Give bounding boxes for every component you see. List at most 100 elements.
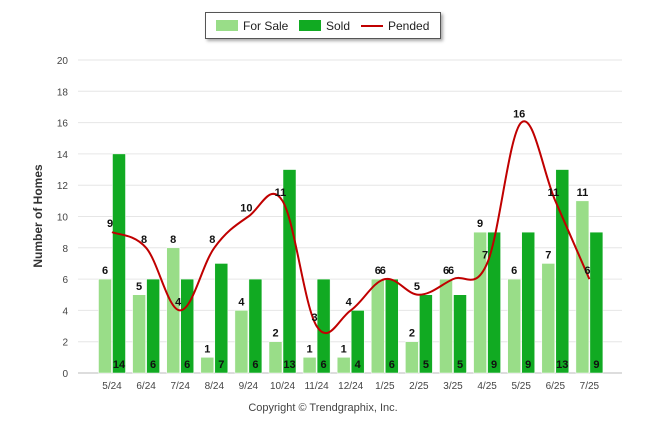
data-label-for-sale: 2: [272, 328, 278, 340]
legend-item-pended[interactable]: Pended: [361, 19, 429, 33]
y-axis-label: Number of Homes: [31, 164, 45, 268]
data-label-for-sale: 4: [238, 296, 245, 308]
x-tick-label: 3/25: [443, 381, 463, 392]
data-label-pended: 4: [346, 296, 353, 308]
x-tick-label: 9/24: [239, 381, 259, 392]
data-label-for-sale: 6: [375, 265, 381, 277]
data-label-for-sale: 11: [577, 187, 589, 199]
data-label-sold: 5: [457, 359, 463, 371]
x-tick-label: 8/24: [205, 381, 225, 392]
bar-for-sale: [575, 200, 590, 374]
data-label-sold: 14: [113, 359, 126, 371]
data-label-pended: 4: [175, 296, 182, 308]
bar-for-sale: [234, 310, 249, 374]
bar-sold: [146, 278, 160, 374]
data-label-pended: 11: [547, 187, 559, 199]
x-tick-label: 10/24: [270, 381, 295, 392]
data-label-for-sale: 5: [136, 281, 142, 293]
bar-sold: [350, 310, 365, 374]
y-tick-label: 8: [62, 244, 68, 255]
x-tick-label: 7/24: [170, 381, 190, 392]
bar-for-sale: [98, 278, 112, 374]
bar-sold: [521, 231, 535, 374]
data-label-for-sale: 6: [443, 265, 449, 277]
bar-for-sale: [473, 231, 487, 374]
x-tick-label: 2/25: [409, 381, 429, 392]
bars: [98, 153, 604, 374]
data-label-sold: 5: [423, 359, 429, 371]
data-label-for-sale: 6: [511, 265, 517, 277]
data-label-for-sale: 8: [170, 234, 176, 246]
bar-for-sale: [439, 278, 453, 374]
data-label-sold: 13: [283, 359, 295, 371]
bar-sold: [487, 231, 501, 374]
y-tick-label: 6: [62, 275, 68, 286]
y-tick-label: 18: [57, 87, 69, 98]
data-label-pended: 6: [380, 265, 386, 277]
bar-for-sale: [200, 357, 215, 374]
y-tick-label: 14: [57, 150, 69, 161]
legend-item-sold[interactable]: Sold: [299, 19, 350, 33]
data-labels: 6145686174621316146625659969713119984810…: [102, 109, 600, 371]
legend-label-sold: Sold: [326, 19, 351, 33]
x-tick-label: 7/25: [580, 381, 600, 392]
y-tick-label: 2: [62, 338, 68, 349]
y-axis-ticks: 0 2 4 6 8 10 12 14 16 18 20: [57, 56, 69, 380]
data-label-pended: 16: [513, 109, 525, 121]
data-label-sold: 7: [218, 359, 224, 371]
data-label-sold: 13: [556, 359, 568, 371]
legend-swatch-pended: [361, 25, 383, 27]
data-label-for-sale: 1: [307, 343, 313, 355]
data-label-pended: 6: [448, 265, 454, 277]
data-label-for-sale: 1: [204, 343, 210, 355]
data-label-sold: 9: [593, 359, 599, 371]
x-axis-ticks: 5/24 6/24 7/24 8/24 9/24 10/24 11/24 12/24 1/25 2…: [102, 381, 599, 392]
data-label-pended: 9: [107, 218, 113, 230]
x-tick-label: 11/24: [304, 381, 329, 392]
data-label-for-sale: 9: [477, 218, 483, 230]
data-label-sold: 6: [150, 359, 156, 371]
data-label-sold: 9: [491, 359, 497, 371]
data-label-pended: 11: [275, 187, 287, 199]
bar-for-sale: [507, 278, 521, 374]
y-tick-label: 20: [57, 56, 69, 67]
legend-item-for-sale[interactable]: For Sale: [216, 19, 288, 33]
copyright-text: Copyright © Trendgraphix, Inc.: [248, 402, 398, 414]
bar-for-sale: [302, 357, 317, 374]
data-label-for-sale: 1: [341, 343, 347, 355]
bar-sold: [180, 278, 194, 374]
data-label-for-sale: 2: [409, 328, 415, 340]
data-label-pended: 8: [141, 234, 147, 246]
bar-for-sale: [336, 357, 351, 374]
bar-sold: [419, 294, 433, 374]
bar-sold: [248, 278, 263, 374]
legend-swatch-sold: [299, 20, 321, 31]
x-tick-label: 6/24: [136, 381, 156, 392]
legend: For Sale Sold Pended: [205, 12, 441, 39]
bar-sold: [214, 263, 229, 374]
bar-sold: [453, 294, 467, 374]
data-label-for-sale: 7: [545, 249, 551, 261]
data-label-sold: 4: [355, 359, 362, 371]
bar-sold: [282, 169, 297, 374]
data-label-sold: 6: [184, 359, 190, 371]
y-tick-label: 0: [62, 369, 68, 380]
legend-swatch-for-sale: [216, 20, 238, 31]
x-tick-label: 5/24: [102, 381, 122, 392]
x-tick-label: 1/25: [375, 381, 395, 392]
y-tick-label: 16: [57, 119, 69, 130]
legend-label-pended: Pended: [388, 19, 430, 33]
data-label-pended: 3: [312, 312, 318, 324]
bar-for-sale: [268, 341, 283, 374]
data-label-sold: 6: [321, 359, 327, 371]
bar-for-sale: [371, 278, 385, 374]
bar-for-sale: [132, 294, 146, 374]
data-label-pended: 5: [414, 281, 420, 293]
y-tick-label: 4: [62, 306, 68, 317]
data-label-for-sale: 6: [102, 265, 108, 277]
x-tick-label: 6/25: [546, 381, 566, 392]
data-label-pended: 10: [240, 203, 252, 215]
pended-line-path: [111, 120, 591, 334]
bar-sold: [112, 153, 126, 374]
